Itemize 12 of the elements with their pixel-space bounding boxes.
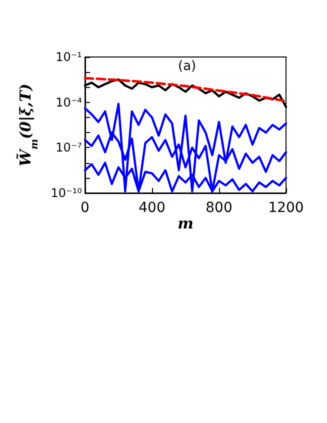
- x-tick-label: 800: [206, 200, 232, 216]
- y-tick-label: 10⁻⁴: [56, 95, 82, 110]
- y-tick-label: 10⁻⁷: [56, 140, 82, 155]
- y-tick-label: 10⁻¹: [56, 50, 82, 64]
- x-tick-label: 0: [80, 200, 90, 216]
- annotation: (a): [178, 59, 196, 74]
- y-tick-label: 10⁻¹⁰: [50, 186, 82, 200]
- x-tick-label: 1200: [268, 200, 304, 216]
- y-axis-title: W̃m(0|ξ,T): [16, 84, 40, 166]
- x-tick-label: 400: [138, 200, 166, 216]
- x-axis-title: m: [178, 214, 194, 232]
- line-series: [84, 76, 288, 102]
